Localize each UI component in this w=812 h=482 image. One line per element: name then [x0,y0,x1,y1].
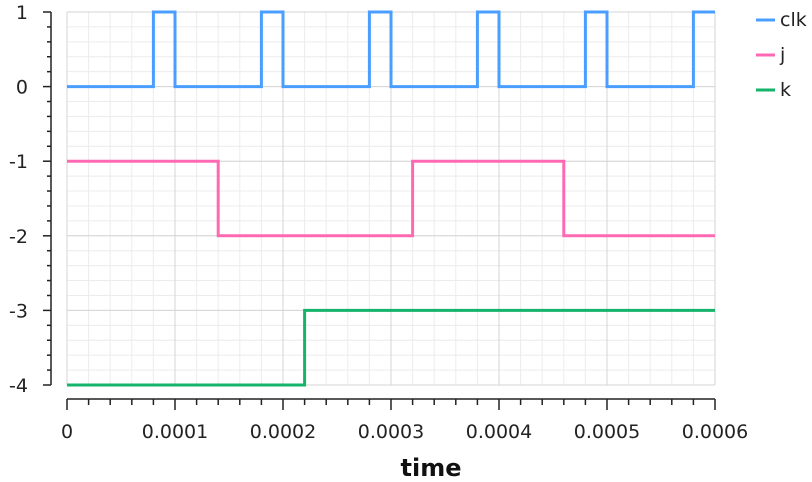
y-tick-label: 0 [16,77,28,99]
y-tick-label: -2 [9,226,28,248]
series-line-k [67,308,715,387]
series-line-clk [67,10,715,89]
legend-label-j: j [779,44,785,66]
legend-label-k: k [780,79,791,101]
y-tick-label: -3 [9,300,28,322]
legend: clk jk [756,9,807,101]
x-tick-label: 0.0001 [142,421,208,443]
x-tick-label: 0.0006 [682,421,748,443]
y-tick-label: -1 [9,151,28,173]
y-tick-label: -4 [9,375,28,397]
series-line-j [67,159,715,238]
x-tick-label: 0 [61,421,73,443]
x-axis-title: time [401,454,462,482]
axes: 1 0 -1 -2 -3 -4 0 0.0001 0.0002 0.0003 0.0004 0.000… [9,2,748,443]
x-tick-label: 0.0003 [358,421,424,443]
legend-label-clk: clk [780,9,807,31]
series-layer [67,10,715,387]
x-tick-label: 0.0004 [466,421,532,443]
y-tick-label: 1 [16,2,28,24]
x-tick-label: 0.0005 [574,421,640,443]
x-tick-label: 0.0002 [250,421,316,443]
